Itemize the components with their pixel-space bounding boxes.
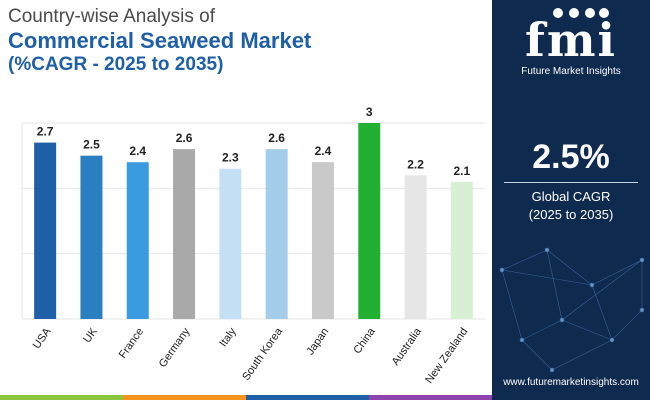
bar-usa — [34, 142, 57, 319]
x-tick-label: Italy — [217, 325, 239, 349]
bar-south-korea — [265, 149, 288, 319]
bar-new-zealand — [450, 181, 473, 319]
global-cagr-value: 2.5% — [532, 138, 610, 176]
bar-uk — [80, 155, 103, 319]
x-tick-label: New Zealand — [423, 326, 470, 386]
data-label: 2.5 — [83, 138, 100, 152]
bar-chart: 2.7 USA 2.5 UK 2.4 France 2.6 Germany 2.3 Italy 2.… — [21, 105, 485, 386]
cagr-label-line-1: Global CAGR — [531, 189, 611, 204]
data-label: 2.1 — [454, 164, 471, 178]
fmi-logo: fmi Future Market Insights — [492, 6, 650, 77]
side-panel: fmi Future Market Insights 2.5% Global C… — [492, 0, 650, 400]
data-label: 2.6 — [176, 131, 193, 145]
bottom-bar-segment — [246, 395, 369, 400]
global-cagr-label: Global CAGR (2025 to 2035) — [492, 188, 650, 224]
bottom-bar-segment — [123, 395, 246, 400]
bottom-bar-segment — [0, 395, 123, 400]
data-label: 2.7 — [37, 125, 54, 139]
data-label: 2.4 — [315, 144, 332, 158]
divider — [504, 182, 638, 183]
logo-text: fmi — [525, 13, 617, 67]
network-decoration-icon — [499, 247, 645, 373]
x-tick-label: Germany — [157, 325, 193, 369]
data-label: 2.6 — [268, 131, 285, 145]
x-tick-label: USA — [31, 325, 54, 351]
data-label: 3 — [366, 105, 373, 119]
bar-australia — [404, 175, 427, 319]
bar-germany — [173, 149, 196, 319]
logo-subtitle: Future Market Insights — [521, 66, 621, 77]
title-line-2: Commercial Seaweed Market — [8, 28, 312, 53]
bottom-color-bar — [0, 395, 492, 400]
x-tick-label: UK — [81, 325, 100, 345]
bar-japan — [311, 162, 334, 319]
title-line-3: (%CAGR - 2025 to 2035) — [8, 54, 224, 75]
x-tick-label: South Korea — [240, 325, 285, 383]
title-line-1: Country-wise Analysis of — [8, 6, 215, 27]
x-tick-label: Australia — [390, 325, 425, 368]
data-label: 2.4 — [129, 144, 146, 158]
bar-italy — [219, 168, 242, 319]
cagr-label-line-2: (2025 to 2035) — [528, 207, 614, 222]
bar-france — [126, 162, 149, 319]
x-tick-label: France — [117, 326, 146, 361]
logo-icons — [553, 8, 609, 18]
bar-china — [358, 123, 381, 319]
x-tick-label: Japan — [304, 326, 331, 357]
bottom-bar-segment — [369, 395, 492, 400]
data-label: 2.2 — [407, 157, 424, 171]
x-tick-label: China — [351, 325, 378, 356]
chart-title: Country-wise Analysis of Commercial Seaw… — [8, 6, 311, 76]
data-label: 2.3 — [222, 151, 239, 165]
website-url: www.futuremarketinsights.com — [503, 377, 639, 388]
